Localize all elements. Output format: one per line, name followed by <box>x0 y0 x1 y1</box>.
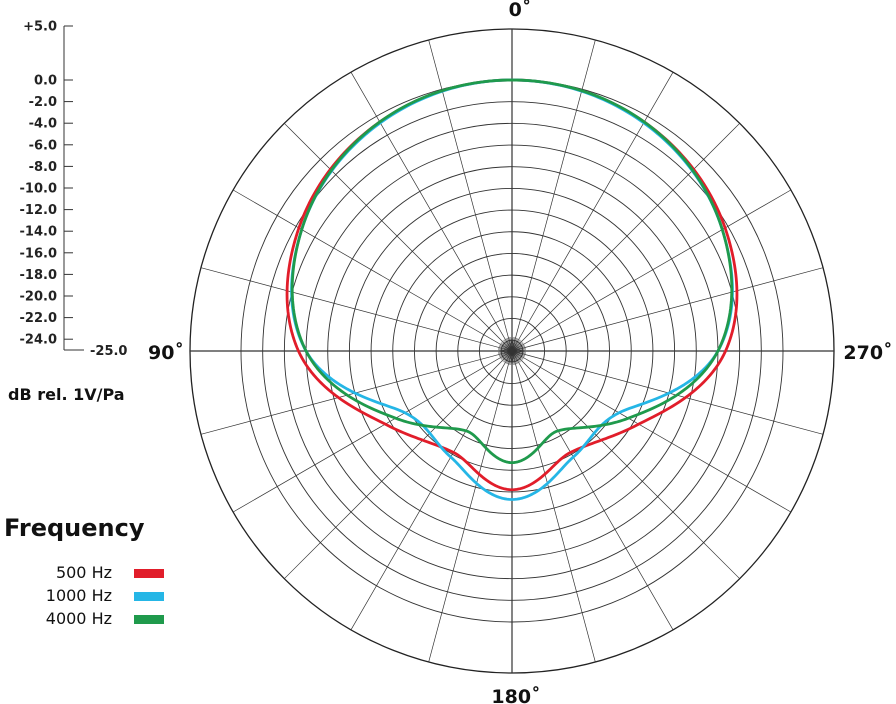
legend-title: Frequency <box>4 514 145 542</box>
radial-scale-tick-label: -2.0 <box>29 95 57 110</box>
legend: Frequency 500 Hz 1000 Hz 4000 Hz <box>4 514 164 628</box>
grid-spoke <box>350 71 513 352</box>
radial-scale: +5.0 0.0 -2.0 -4.0 -6.0 -8.0 -10.0 -12.0 -14.0 -1… <box>20 20 128 360</box>
angle-label: 270˚ <box>843 341 892 364</box>
legend-swatch <box>134 569 164 578</box>
grid-spoke <box>284 123 513 352</box>
radial-scale-tick-label: -16.0 <box>20 246 57 261</box>
series-curves <box>285 78 739 501</box>
radial-scale-min-label: -25.0 <box>90 344 127 359</box>
grid-spoke <box>428 350 513 663</box>
grid-spoke <box>511 267 824 352</box>
radial-scale-tick-label: -10.0 <box>20 182 57 197</box>
grid-spoke <box>511 189 792 352</box>
radial-scale-tick-label: 0.0 <box>34 74 57 89</box>
radial-scale-tick-label: -14.0 <box>20 225 57 240</box>
grid-spoke <box>511 350 792 513</box>
polar-grid <box>189 28 835 674</box>
radial-unit-label: dB rel. 1V/Pa <box>8 385 125 404</box>
grid-spoke <box>511 71 674 352</box>
radial-scale-tick-label: -24.0 <box>20 333 57 348</box>
grid-spoke <box>200 267 513 352</box>
radial-scale-tick-label: -4.0 <box>29 117 57 132</box>
grid-spoke <box>511 39 596 352</box>
grid-spoke <box>232 189 513 352</box>
legend-swatch <box>134 592 164 601</box>
legend-swatch <box>134 615 164 624</box>
grid-spoke <box>232 350 513 513</box>
angle-label: 90˚ <box>148 341 184 364</box>
angle-label: 180˚ <box>491 685 540 704</box>
radial-scale-tick-label: -12.0 <box>20 203 57 218</box>
radial-scale-tick-label: -22.0 <box>20 311 57 326</box>
grid-spoke <box>511 350 674 631</box>
radial-scale-tick-label: -8.0 <box>29 160 57 175</box>
legend-label: 1000 Hz <box>46 586 112 605</box>
radial-scale-tick-label: -6.0 <box>29 138 57 153</box>
angle-labels: 0˚ 90˚ 180˚ 270˚ <box>148 0 893 704</box>
grid-spoke <box>511 350 740 579</box>
legend-label: 4000 Hz <box>46 609 112 628</box>
grid-spoke <box>350 350 513 631</box>
grid-spoke <box>511 123 740 352</box>
radial-scale-tick-label: -18.0 <box>20 268 57 283</box>
angle-label: 0˚ <box>509 0 532 21</box>
grid-spoke <box>284 350 513 579</box>
radial-scale-tick-label: -20.0 <box>20 290 57 305</box>
series-curve-4000-hz <box>290 78 734 465</box>
grid-spoke <box>428 39 513 352</box>
legend-label: 500 Hz <box>56 563 112 582</box>
series-curve-500-hz <box>285 78 739 492</box>
grid-spoke <box>511 350 596 663</box>
grid-center <box>509 348 515 354</box>
radial-scale-tick-label: +5.0 <box>23 20 57 35</box>
